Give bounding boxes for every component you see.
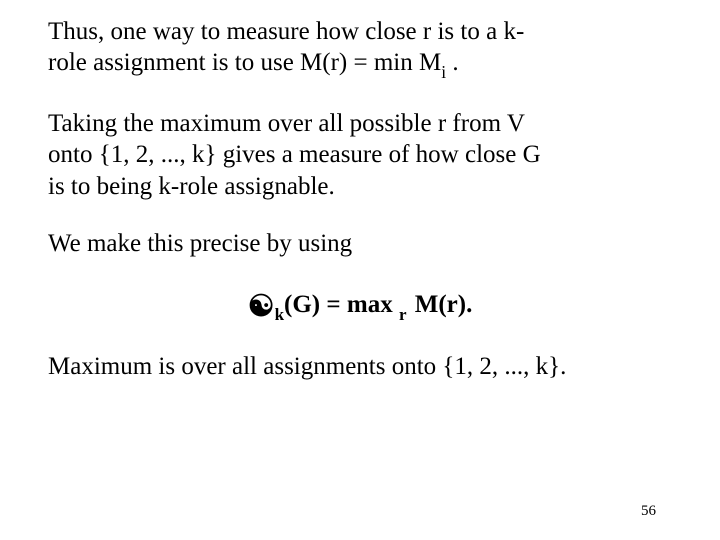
paragraph-1: Thus, one way to measure how close r is … — [48, 16, 672, 82]
formula: ☯k(G) = max r M(r). — [48, 285, 672, 323]
formula-sub-r: r — [399, 305, 407, 324]
formula-tail: M(r). — [409, 291, 473, 318]
formula-sub-k: k — [275, 305, 284, 324]
para4-text: Maximum is over all assignments onto {1,… — [48, 353, 566, 380]
paragraph-4: Maximum is over all assignments onto {1,… — [48, 351, 672, 382]
para1-line2: role assignment is to use M(r) = min M — [48, 49, 441, 76]
page-number: 56 — [641, 503, 656, 520]
para2-line1: Taking the maximum over all possible r f… — [48, 110, 525, 137]
para3-text: We make this precise by using — [48, 230, 352, 257]
slide: Thus, one way to measure how close r is … — [0, 0, 720, 540]
paragraph-2: Taking the maximum over all possible r f… — [48, 108, 672, 202]
formula-mid: (G) = max — [284, 291, 399, 318]
paragraph-3: We make this precise by using — [48, 228, 672, 259]
para1-line1: Thus, one way to measure how close r is … — [48, 18, 524, 45]
mu-symbol-icon: ☯ — [248, 290, 275, 323]
para2-line2: onto {1, 2, ..., k} gives a measure of h… — [48, 141, 541, 168]
para1-line3: . — [446, 49, 459, 76]
para1-sub-i: i — [441, 62, 446, 82]
para2-line3: is to being k-role assignable. — [48, 173, 335, 200]
